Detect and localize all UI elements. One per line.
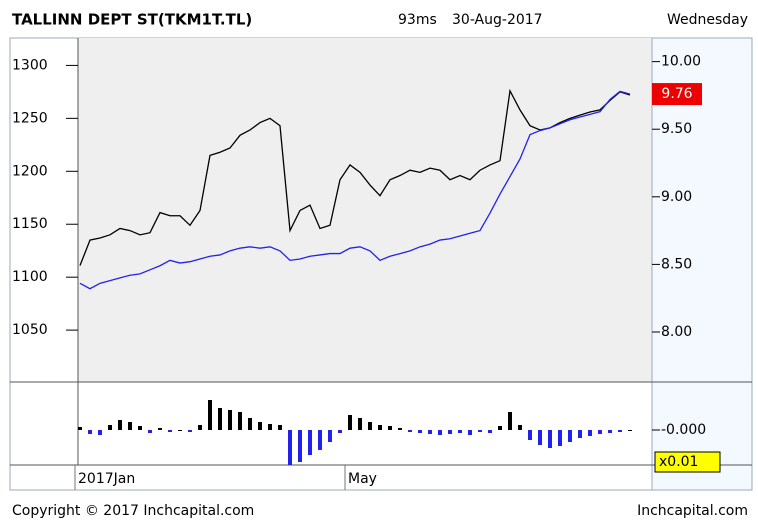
x-tick-label: May (348, 471, 377, 487)
histogram-bar (448, 430, 452, 434)
y-tick-label: 1250 (12, 110, 48, 126)
histogram-bar (88, 430, 92, 434)
histogram-bar (598, 430, 602, 434)
histogram-bar (78, 427, 82, 430)
histogram-bar (258, 422, 262, 430)
histogram-bar (388, 426, 392, 430)
histogram-bar (378, 425, 382, 430)
histogram-bar (198, 425, 202, 430)
histogram-bar (408, 430, 412, 432)
histogram-bar (298, 430, 302, 462)
histogram-bar (358, 418, 362, 430)
date: 30-Aug-2017 (452, 12, 543, 28)
histogram-bar (188, 430, 192, 432)
histogram-bar (368, 422, 372, 430)
histogram-bar (528, 430, 532, 440)
histogram-bar (278, 425, 282, 430)
x-tick-label: 2017Jan (78, 471, 135, 487)
y2-tick-label: 9.00 (661, 189, 692, 205)
y-tick-label: 1050 (12, 322, 48, 338)
histogram-bar (348, 415, 352, 430)
histogram-bar (98, 430, 102, 435)
histogram-bar (308, 430, 312, 455)
histogram-bar (558, 430, 562, 446)
histogram-bar (208, 400, 212, 430)
y2-tick-label: -0.000 (661, 422, 706, 438)
histogram-bar (328, 430, 332, 442)
right-axis-area (651, 37, 753, 491)
title: TALLINN DEPT ST(TKM1T.TL) (12, 11, 252, 29)
histogram-bar (138, 426, 142, 430)
histogram-bar (548, 430, 552, 448)
histogram-bar (158, 428, 162, 430)
y2-tick-label: 8.50 (661, 256, 692, 272)
histogram-bar (238, 412, 242, 430)
histogram-bar (518, 425, 522, 430)
site: Inchcapital.com (637, 503, 748, 519)
histogram-bar (178, 430, 182, 431)
histogram-bar (468, 430, 472, 435)
histogram-bar (108, 425, 112, 430)
histogram-bar (118, 420, 122, 430)
histogram-bar (488, 430, 492, 433)
y-tick-label: 1150 (12, 216, 48, 232)
histogram-bar (578, 430, 582, 438)
histogram-bar (498, 426, 502, 430)
y2-tick-label: 9.50 (661, 121, 692, 137)
weekday: Wednesday (667, 12, 748, 28)
y2-tick-label: 8.00 (661, 324, 692, 340)
y-tick-label: 1300 (12, 57, 48, 73)
histogram-bar (338, 430, 342, 433)
histogram-bar (428, 430, 432, 434)
last-value-box (652, 83, 702, 106)
histogram-bar (458, 430, 462, 433)
histogram-bar (608, 430, 612, 433)
histogram-bar (228, 410, 232, 430)
histogram-bar (478, 430, 482, 432)
histogram-bar (438, 430, 442, 435)
histogram-bar (218, 408, 222, 430)
histogram-bar (248, 418, 252, 430)
histogram-bar (268, 424, 272, 430)
histogram-bar (168, 430, 172, 432)
histogram-bar (148, 430, 152, 433)
line-series (79, 90, 631, 290)
last-value-label: 9.76 (661, 86, 692, 102)
histogram-bar (398, 428, 402, 430)
scale-label: x0.01 (659, 454, 698, 470)
histogram-bar (508, 412, 512, 430)
histogram-bar (538, 430, 542, 445)
histogram-bar (568, 430, 572, 442)
plot-area (78, 38, 652, 382)
copyright: Copyright © 2017 Inchcapital.com (12, 503, 254, 519)
latency: 93ms (398, 12, 437, 28)
histogram-bar (618, 430, 622, 432)
scale-box (654, 451, 721, 473)
y-tick-label: 1200 (12, 163, 48, 179)
histogram-bar (628, 430, 632, 431)
y2-tick-label: 10.00 (661, 54, 701, 70)
histogram-bar (588, 430, 592, 436)
histogram-bar (128, 422, 132, 430)
line-series (79, 88, 631, 266)
histogram-bar (288, 430, 292, 465)
histogram-bar (318, 430, 322, 450)
histogram-bar (418, 430, 422, 433)
y-tick-label: 1100 (12, 269, 48, 285)
